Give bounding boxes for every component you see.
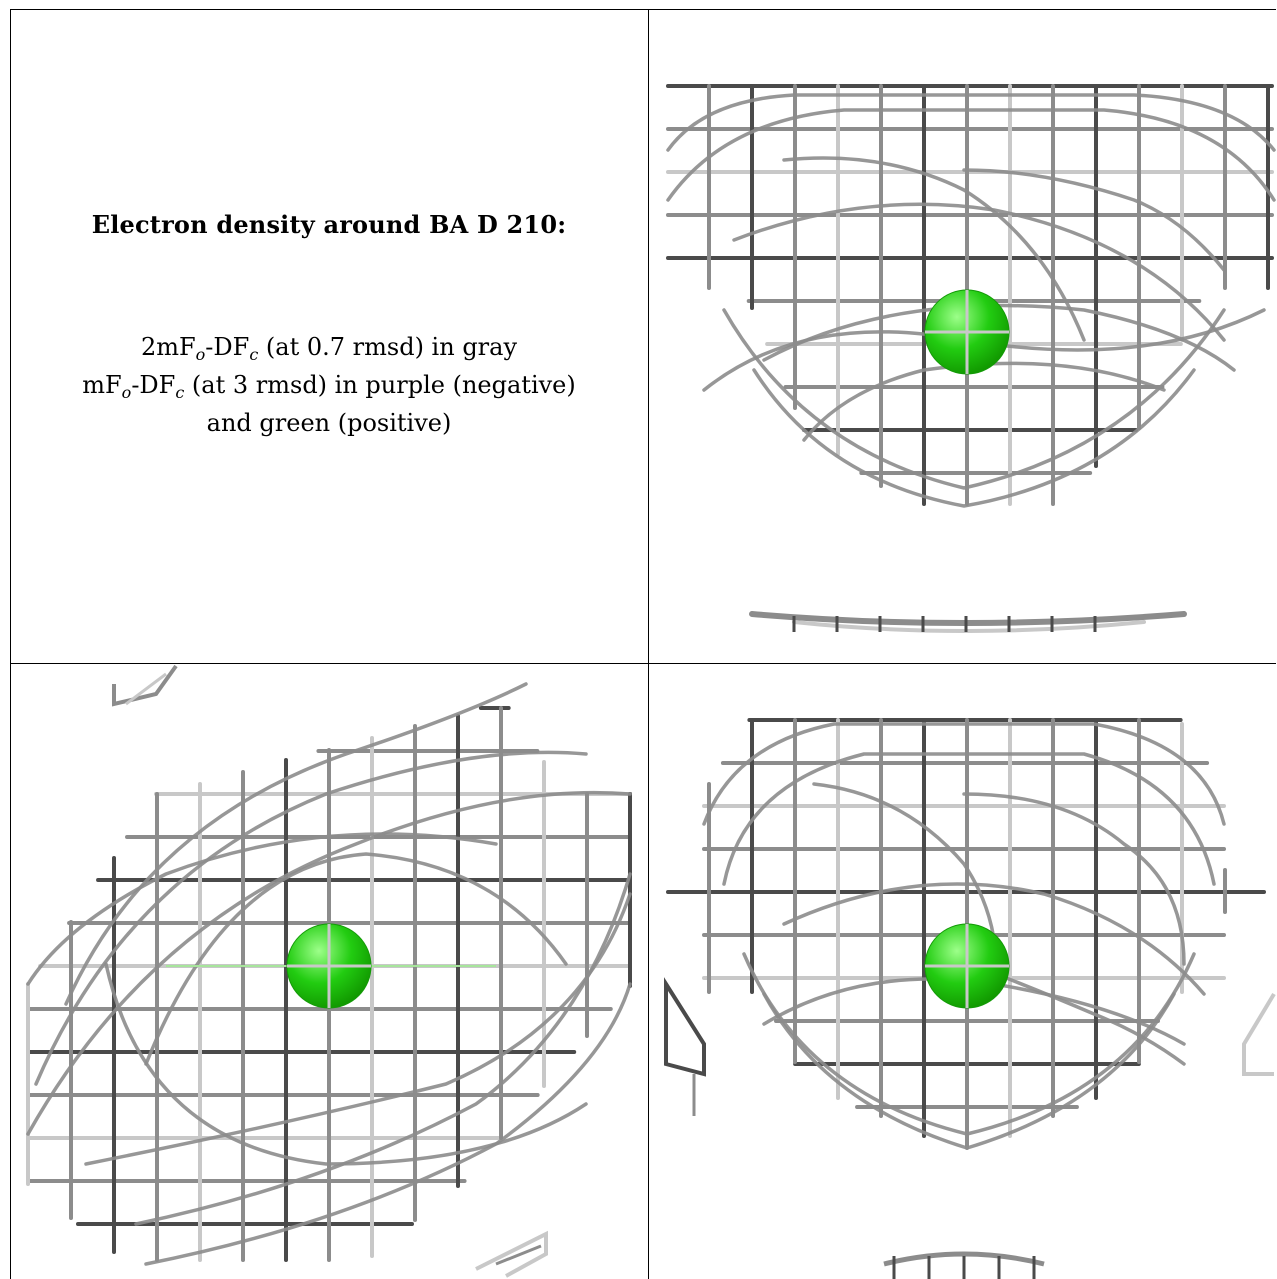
density-view-bottom-right bbox=[664, 664, 1276, 1279]
mesh-curve bbox=[722, 308, 1226, 490]
mesh-curve bbox=[782, 882, 1206, 996]
caption-line-green: and green (positive) bbox=[206, 409, 452, 437]
density-mesh-svg bbox=[666, 84, 1276, 633]
mesh-curve bbox=[742, 952, 1196, 1136]
mesh-curve bbox=[722, 752, 1216, 886]
mesh-curve bbox=[702, 722, 1226, 826]
mesh-curve bbox=[782, 156, 1086, 342]
mesh-curve bbox=[732, 202, 1226, 342]
mesh-curve bbox=[962, 792, 1186, 966]
mesh-fragment bbox=[112, 664, 178, 707]
mesh-curve bbox=[802, 361, 1166, 442]
mesh-curve bbox=[752, 368, 1196, 508]
mesh-curve bbox=[666, 108, 1276, 202]
mesh-grid bbox=[666, 718, 1266, 1150]
caption-line-2mfo: 2mFo-DFc (at 0.7 rmsd) in gray bbox=[140, 333, 518, 364]
density-mesh-svg bbox=[664, 718, 1276, 1279]
frame-top bbox=[10, 9, 1276, 10]
frame-left bbox=[10, 9, 11, 1279]
mesh-curves bbox=[26, 682, 632, 1266]
mesh-curve bbox=[762, 992, 1176, 1150]
caption-legend: 2mFo-DFc (at 0.7 rmsd) in gray mFo-DFc (… bbox=[10, 328, 648, 442]
mesh-curve bbox=[134, 872, 632, 1226]
frame-middle-horizontal bbox=[10, 663, 1276, 664]
caption-line-mfo: mFo-DFc (at 3 rmsd) in purple (negative) bbox=[82, 371, 576, 402]
mesh-curve bbox=[666, 93, 1276, 152]
mesh-curve bbox=[962, 168, 1226, 272]
mesh-curve bbox=[762, 303, 1236, 372]
caption-cell: Electron density around BA D 210: 2mFo-D… bbox=[10, 10, 648, 662]
density-view-top-right bbox=[664, 10, 1276, 662]
caption-title: Electron density around BA D 210: bbox=[91, 210, 567, 239]
mesh-curve bbox=[84, 892, 632, 1166]
mesh-curve bbox=[64, 682, 528, 1006]
mesh-fragment bbox=[664, 977, 706, 1116]
mesh-fragment bbox=[883, 1251, 1045, 1279]
density-mesh-svg bbox=[26, 664, 632, 1278]
mesh-curve bbox=[144, 982, 632, 1266]
mesh-curve bbox=[144, 852, 568, 1066]
mesh-curve bbox=[34, 750, 588, 1086]
mesh-curve bbox=[104, 962, 588, 1166]
frame-middle-vertical bbox=[648, 9, 649, 1279]
mesh-fragment bbox=[749, 611, 1187, 633]
density-view-bottom-left bbox=[26, 664, 632, 1279]
mesh-fragment bbox=[1242, 992, 1276, 1076]
mesh-curve bbox=[26, 832, 498, 986]
mesh-fragment bbox=[475, 1230, 548, 1278]
mesh-curve bbox=[26, 790, 632, 1136]
